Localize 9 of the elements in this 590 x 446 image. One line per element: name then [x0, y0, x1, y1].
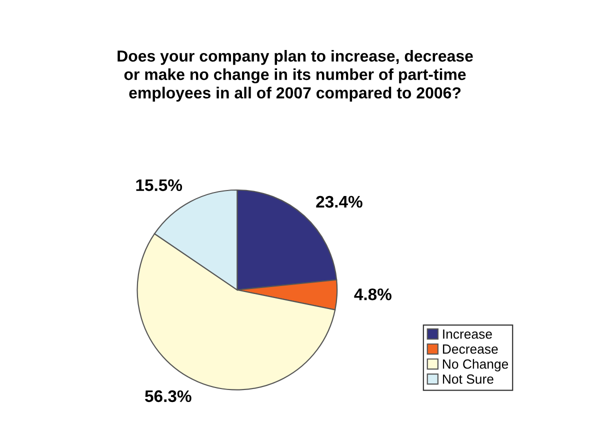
data-label: 15.5% — [136, 179, 182, 192]
legend-label: Decrease — [442, 344, 498, 354]
chart-title: Does your company plan to increase, decrease or make no change in its number of part-time employees in all of 2007 compared to 2006? — [118, 50, 473, 102]
legend-label: No Change — [442, 359, 508, 372]
data-label: 4.8% — [354, 288, 392, 300]
data-label: 23.4% — [316, 196, 362, 208]
legend-label: Not Sure — [442, 374, 494, 384]
data-label: 56.3% — [145, 390, 192, 402]
legend-label: Increase — [443, 330, 492, 339]
